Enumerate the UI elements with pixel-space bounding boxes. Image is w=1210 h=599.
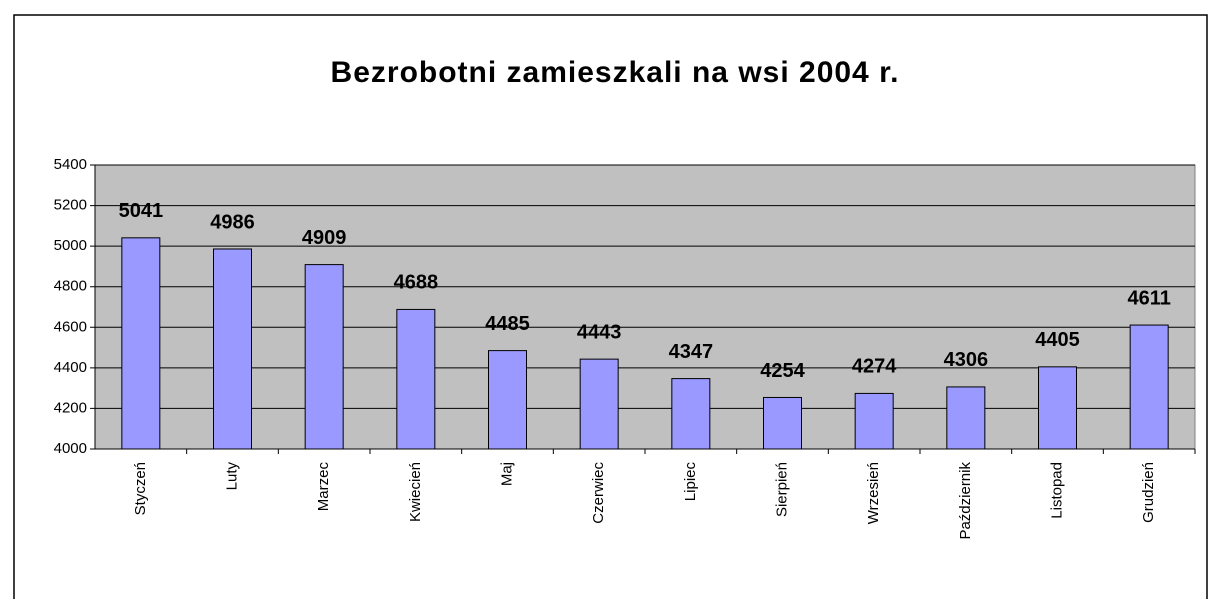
bar xyxy=(854,392,894,450)
bar xyxy=(1038,366,1077,450)
bar xyxy=(304,264,344,450)
data-label: 4443 xyxy=(577,321,622,343)
data-label: 4485 xyxy=(485,313,530,335)
bar xyxy=(763,396,802,450)
bar xyxy=(396,308,436,450)
y-tick-label: 4800 xyxy=(54,278,87,295)
y-tick-label: 4600 xyxy=(54,318,87,335)
bar xyxy=(579,358,619,450)
x-tick-label: Grudzień xyxy=(1140,462,1157,523)
data-label: 4688 xyxy=(394,272,439,294)
bar xyxy=(213,248,252,450)
data-label: 4986 xyxy=(210,211,255,233)
x-tick-label: Sierpień xyxy=(773,462,790,517)
data-label: 4306 xyxy=(944,349,989,371)
bar xyxy=(946,386,986,450)
data-label: 4347 xyxy=(669,341,714,363)
x-tick-label: Maj xyxy=(498,462,515,486)
y-tick-label: 4400 xyxy=(54,359,87,376)
x-tick-label: Marzec xyxy=(315,462,332,512)
data-label: 4611 xyxy=(1127,287,1170,309)
data-label: 4405 xyxy=(1035,329,1080,351)
x-tick-label: Lipiec xyxy=(682,462,699,502)
data-label: 4274 xyxy=(852,356,897,378)
x-tick-label: Kwiecień xyxy=(407,462,424,522)
x-tick-label: Styczeń xyxy=(132,462,149,515)
y-tick-label: 5200 xyxy=(54,197,87,214)
x-tick-label: Październik xyxy=(957,462,974,540)
y-tick-label: 4000 xyxy=(54,440,87,457)
x-tick-label: Wrzesień xyxy=(865,462,882,524)
data-label: 5041 xyxy=(119,200,164,222)
data-label: 4254 xyxy=(760,360,805,382)
chart-border xyxy=(13,14,1208,599)
chart-title: Bezrobotni zamieszkali na wsi 2004 r. xyxy=(331,56,900,89)
y-tick-label: 5000 xyxy=(54,237,87,254)
x-tick-label: Czerwiec xyxy=(590,462,607,524)
x-tick-label: Luty xyxy=(223,462,240,491)
bar xyxy=(1129,324,1169,450)
plot-area xyxy=(94,164,1196,450)
y-tick-label: 4200 xyxy=(54,399,87,416)
bar xyxy=(671,378,711,450)
y-tick-label: 5400 xyxy=(54,156,87,173)
data-label: 4909 xyxy=(302,227,347,249)
bar xyxy=(121,237,161,450)
bar xyxy=(488,350,527,450)
x-tick-label: Listopad xyxy=(1048,462,1065,519)
